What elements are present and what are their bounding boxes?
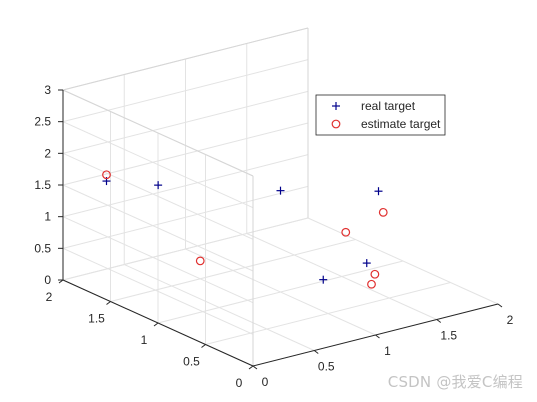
grid-line-back-z <box>62 90 309 154</box>
x-tick-mark <box>375 334 380 339</box>
estimate-target-marker <box>102 170 111 180</box>
grid-line-left-z <box>62 184 254 272</box>
x-tick-mark <box>436 319 442 323</box>
watermark-text: CSDN @我爱C编程 <box>387 373 523 391</box>
x-tick-mark <box>497 303 503 308</box>
real-target-marker <box>319 275 328 284</box>
grid-line-back-z <box>62 217 309 281</box>
y-tick-label: 2 <box>46 290 53 304</box>
real-target-marker <box>362 259 371 268</box>
grid-line-left-z <box>62 247 254 335</box>
grid-line-back-z <box>62 122 309 186</box>
y-tick-label: 1.5 <box>88 312 105 326</box>
legend-label: estimate target <box>361 117 441 131</box>
x-tick-label: 1.5 <box>440 329 457 343</box>
grid-line-left-z <box>62 121 254 209</box>
z-tick-label: 1 <box>44 210 51 224</box>
grid-line-floor-y <box>110 239 356 302</box>
real-target-marker <box>276 186 285 195</box>
y-tick-label: 1 <box>141 333 148 347</box>
estimate-target-marker <box>367 279 376 289</box>
y-tick-mark <box>153 322 159 327</box>
x-tick-mark <box>252 365 258 370</box>
grid-lines <box>62 27 499 367</box>
axis-lines <box>58 89 503 370</box>
grid-line-left-z <box>62 152 254 240</box>
x-tick-mark <box>313 350 319 354</box>
z-tick-label: 3 <box>44 83 51 97</box>
z-tick-label: 2.5 <box>34 115 51 129</box>
real-target-marker <box>374 187 383 196</box>
z-tick-label: 0.5 <box>34 241 51 255</box>
estimate-target-marker <box>370 269 380 279</box>
x-tick-label: 2 <box>507 313 514 327</box>
grid-line-back-z <box>62 185 309 249</box>
x-tick-label: 1 <box>384 344 391 358</box>
y-tick-label: 0 <box>236 376 243 390</box>
estimate-target-marker <box>195 256 205 266</box>
legend-box <box>315 94 446 136</box>
z-tick-label: 1.5 <box>34 178 51 192</box>
estimate-target-marker <box>378 207 388 217</box>
box-edge <box>62 27 309 91</box>
x-tick-label: 0.5 <box>318 360 335 374</box>
grid-line-floor-y <box>157 260 404 324</box>
z-tick-label: 2 <box>44 146 51 160</box>
z-tick-label: 0 <box>44 273 51 287</box>
box-edge <box>62 89 254 177</box>
y-tick-label: 0.5 <box>183 355 200 369</box>
grid-line-back-z <box>62 59 309 123</box>
legend: real target estimate target <box>315 94 446 136</box>
y-tick-mark <box>201 344 206 348</box>
tick-labels: 0 0.5 1 1.5 2 0 0.5 1 1.5 2 0 0.5 1 1.5 2 2.5 3 <box>34 83 513 390</box>
legend-circle-marker <box>331 119 341 129</box>
x-tick-label: 0 <box>262 375 269 389</box>
estimate-target-marker <box>341 227 351 237</box>
y-tick-mark <box>248 365 254 370</box>
y-tick-mark <box>106 301 111 305</box>
data-markers <box>102 170 388 289</box>
grid-line-back-z <box>62 154 309 218</box>
real-target-marker <box>154 181 163 190</box>
grid-line-left-z <box>62 216 254 304</box>
legend-plus-marker <box>332 102 340 110</box>
legend-label: real target <box>361 99 416 113</box>
grid-line-floor-y <box>205 282 451 345</box>
